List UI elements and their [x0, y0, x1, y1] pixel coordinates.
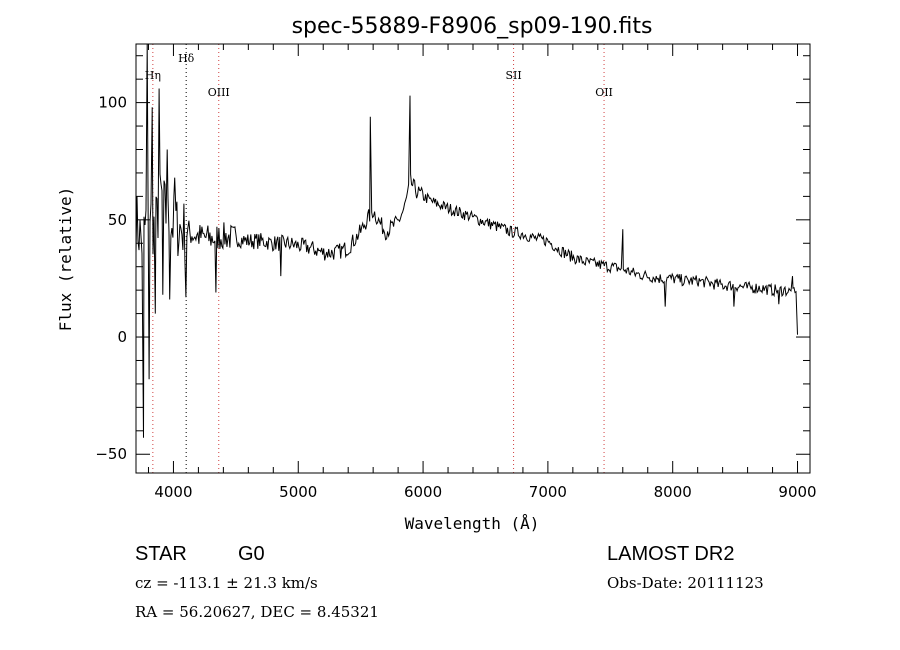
x-tick-label: 4000 [154, 483, 192, 501]
spectral-line-label: SII [505, 69, 521, 82]
x-tick-label: 8000 [654, 483, 692, 501]
tick-labels: 4000 5000 6000 7000 8000 9000 −50 0 50 100 [95, 94, 816, 501]
spectral-line-markers: Hη Hδ OIII SII OII [145, 44, 613, 473]
spectral-line-label: OII [595, 86, 613, 99]
plot-frame [135, 43, 811, 474]
redshift-velocity: cz = -113.1 ± 21.3 km/s [135, 574, 318, 592]
chart-title: spec-55889-F8906_sp09-190.fits [292, 14, 653, 39]
x-tick-label: 5000 [279, 483, 317, 501]
y-tick-label: 50 [108, 211, 127, 229]
sky-coordinates: RA = 56.20627, DEC = 8.45321 [135, 603, 379, 621]
observation-date: Obs-Date: 20111123 [607, 574, 764, 592]
x-tick-label: 7000 [529, 483, 567, 501]
y-tick-label: 100 [98, 94, 127, 112]
spectral-line-label: Hη [145, 69, 161, 82]
spectral-subclass: G0 [238, 543, 265, 565]
y-tick-label: −50 [95, 445, 127, 463]
y-tick-label: 0 [117, 328, 127, 346]
survey-name: LAMOST DR2 [607, 543, 735, 565]
x-tick-label: 9000 [778, 483, 816, 501]
x-axis-label: Wavelength (Å) [405, 514, 540, 533]
y-axis-label: Flux (relative) [56, 187, 75, 332]
axis-ticks [136, 44, 810, 473]
spectral-line-label: OIII [208, 86, 230, 99]
spectrum-line [135, 43, 798, 438]
x-tick-label: 6000 [404, 483, 442, 501]
object-class: STAR [135, 543, 187, 565]
spectral-line-label: Hδ [178, 52, 195, 65]
